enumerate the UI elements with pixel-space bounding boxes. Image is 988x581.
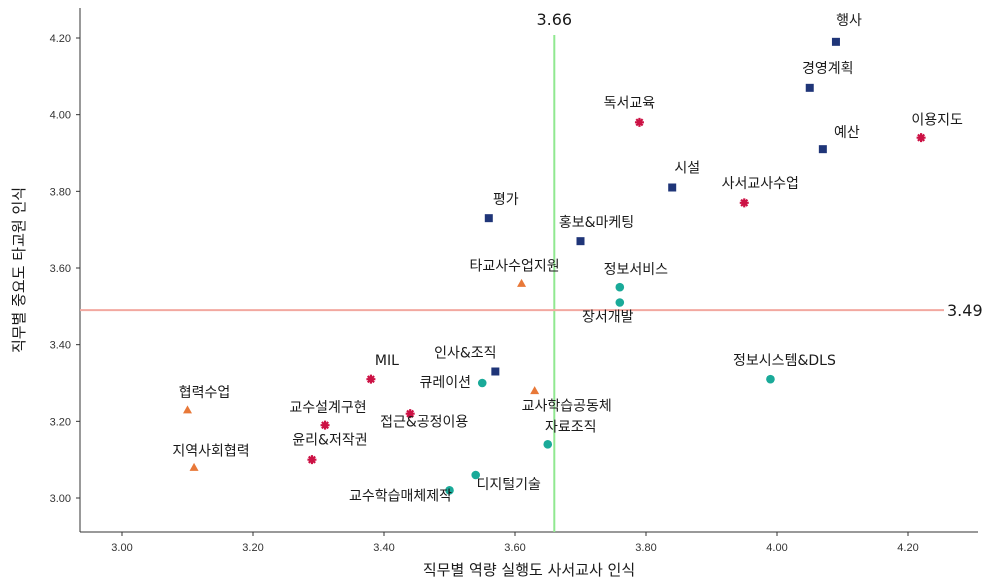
y-tick-label: 3.20 [50,416,71,428]
point-label: 타교사수업지원 [469,258,559,274]
square-point [484,214,493,223]
point-label: 독서교육 [604,95,656,111]
star-point [320,420,330,430]
circle-point [471,470,481,480]
point-label: 자료조직 [545,419,597,435]
y-tick-label: 4.00 [50,110,71,122]
square-point [831,37,840,46]
square-point [668,183,677,192]
data-points [183,37,926,495]
x-tick-label: 3.60 [504,542,525,554]
y-tick-label: 3.80 [50,186,71,198]
y-axis-title: 직무별 중요도 타교원 인식 [10,187,28,353]
point-label: 인사&조직 [434,346,496,362]
x-tick-label: 4.00 [766,542,787,554]
circle-point [477,378,487,388]
horizontal-reference-value: 3.49 [947,301,983,320]
point-label: 지역사회협력 [172,443,249,459]
vertical-reference-value: 3.66 [536,10,572,29]
point-label: 이용지도 [911,113,963,129]
y-tick-labels: 3.00 3.20 3.40 3.60 3.80 4.00 4.20 [50,33,80,505]
x-tick-labels: 3.00 3.20 3.40 3.60 3.80 4.00 4.20 [111,532,919,554]
triangle-point [183,405,192,414]
star-point [405,409,415,419]
square-point [491,367,500,376]
circle-point [445,486,454,495]
point-label: 디지털기술 [476,477,541,493]
point-label: 큐레이션 [419,375,471,391]
reference-lines: 3.66 3.49 [80,10,983,532]
point-label: 장서개발 [582,310,634,326]
triangle-point [517,278,527,287]
x-tick-label: 4.20 [897,542,918,554]
point-label: 윤리&저작권 [292,433,367,449]
star-point [307,455,317,465]
point-label: 협력수업 [179,385,231,401]
y-tick-label: 3.60 [50,263,71,275]
square-point [576,237,585,246]
circle-point [543,440,553,449]
star-point [739,198,749,208]
circle-point [615,282,625,292]
y-tick-label: 4.20 [50,33,71,45]
star-point [366,374,376,384]
point-label: 정보시스템&DLS [733,353,836,369]
point-label: 교수학습매체제작 [349,488,452,504]
x-tick-label: 3.00 [111,542,132,554]
point-label: 경영계획 [802,61,854,77]
x-tick-label: 3.40 [373,542,394,554]
point-label: MIL [375,353,399,369]
point-label: 접근&공정이용 [380,415,468,431]
point-label: 홍보&마케팅 [559,215,634,231]
point-label: 사서교사수업 [722,176,799,192]
plot-axes [79,8,978,533]
point-label: 예산 [834,125,860,141]
point-label: 정보서비스 [604,262,669,278]
circle-point [615,298,625,307]
point-label: 행사 [836,13,862,29]
square-point [805,83,814,92]
x-axis-title: 직무별 역량 실행도 사서교사 인식 [423,561,635,579]
point-label: 교사학습공동체 [522,399,612,415]
y-tick-label: 3.40 [50,340,71,352]
triangle-point [189,462,199,471]
star-point [916,133,926,143]
triangle-point [530,386,540,395]
square-point [818,145,827,154]
point-label: 시설 [674,161,700,177]
x-tick-label: 3.80 [635,542,656,554]
x-tick-label: 3.20 [242,542,263,554]
point-label: 교수설계구현 [289,400,366,416]
star-point [634,117,644,127]
circle-point [766,374,775,384]
point-label: 평가 [493,192,519,208]
y-tick-label: 3.00 [50,493,71,505]
